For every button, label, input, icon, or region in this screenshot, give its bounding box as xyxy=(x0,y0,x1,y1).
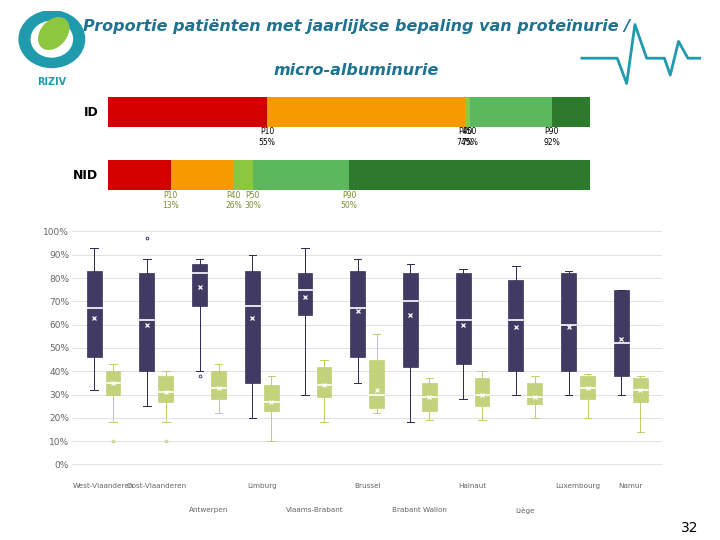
Bar xyxy=(267,97,465,127)
Bar xyxy=(171,160,233,190)
Circle shape xyxy=(31,21,73,57)
Text: 32: 32 xyxy=(681,521,698,535)
Bar xyxy=(233,160,253,190)
Text: Hainaut: Hainaut xyxy=(459,483,487,489)
Bar xyxy=(369,360,384,408)
Bar xyxy=(317,367,331,397)
Bar xyxy=(87,271,102,357)
Text: P50
75%: P50 75% xyxy=(462,127,478,146)
Bar xyxy=(253,160,349,190)
Bar xyxy=(349,160,590,190)
Text: Oost-Vlaanderen: Oost-Vlaanderen xyxy=(126,483,186,489)
Text: P90
92%: P90 92% xyxy=(544,127,560,146)
Text: Brabant Wallon: Brabant Wallon xyxy=(392,507,447,512)
Bar xyxy=(470,97,552,127)
Bar xyxy=(580,376,595,399)
Bar xyxy=(264,385,279,411)
Text: P40
74%: P40 74% xyxy=(456,127,474,146)
Bar xyxy=(561,273,576,371)
Text: P90
50%: P90 50% xyxy=(341,191,358,211)
Bar xyxy=(614,289,629,376)
Text: Namur: Namur xyxy=(618,483,643,489)
Bar xyxy=(403,273,418,367)
Bar xyxy=(528,383,542,404)
Bar xyxy=(106,371,120,395)
Text: P40
26%: P40 26% xyxy=(225,191,242,211)
Bar xyxy=(633,378,647,402)
Text: ID: ID xyxy=(84,105,99,119)
Text: Antwerpen: Antwerpen xyxy=(189,507,229,512)
Bar xyxy=(552,97,590,127)
Bar xyxy=(108,97,267,127)
Text: NID: NID xyxy=(73,168,99,182)
Text: P50
30%: P50 30% xyxy=(244,191,261,211)
Circle shape xyxy=(19,11,85,68)
Text: RIZIV: RIZIV xyxy=(37,77,66,87)
Text: Liège: Liège xyxy=(516,507,535,514)
Text: West-Vlaanderen: West-Vlaanderen xyxy=(73,483,135,489)
Bar xyxy=(456,273,471,364)
Text: Luxembourg: Luxembourg xyxy=(556,483,600,489)
Bar xyxy=(351,271,365,357)
Bar xyxy=(158,376,174,402)
Text: Brussel: Brussel xyxy=(354,483,380,489)
Bar xyxy=(140,273,154,371)
Bar xyxy=(245,271,260,383)
Text: P10
55%: P10 55% xyxy=(258,127,276,146)
Text: micro-albuminurie: micro-albuminurie xyxy=(274,63,439,78)
Bar xyxy=(508,280,523,371)
Bar xyxy=(422,383,437,411)
Bar xyxy=(211,371,226,399)
Bar xyxy=(192,264,207,306)
Bar xyxy=(474,378,490,406)
Text: P10
13%: P10 13% xyxy=(162,191,179,211)
Bar xyxy=(108,160,171,190)
Ellipse shape xyxy=(39,18,68,49)
Text: Vlaams-Brabant: Vlaams-Brabant xyxy=(286,507,343,512)
Bar xyxy=(297,273,312,315)
Text: Proportie patiënten met jaarlijkse bepaling van proteïnurie /: Proportie patiënten met jaarlijkse bepal… xyxy=(83,19,630,35)
Bar xyxy=(465,97,470,127)
Text: Limburg: Limburg xyxy=(247,483,276,489)
